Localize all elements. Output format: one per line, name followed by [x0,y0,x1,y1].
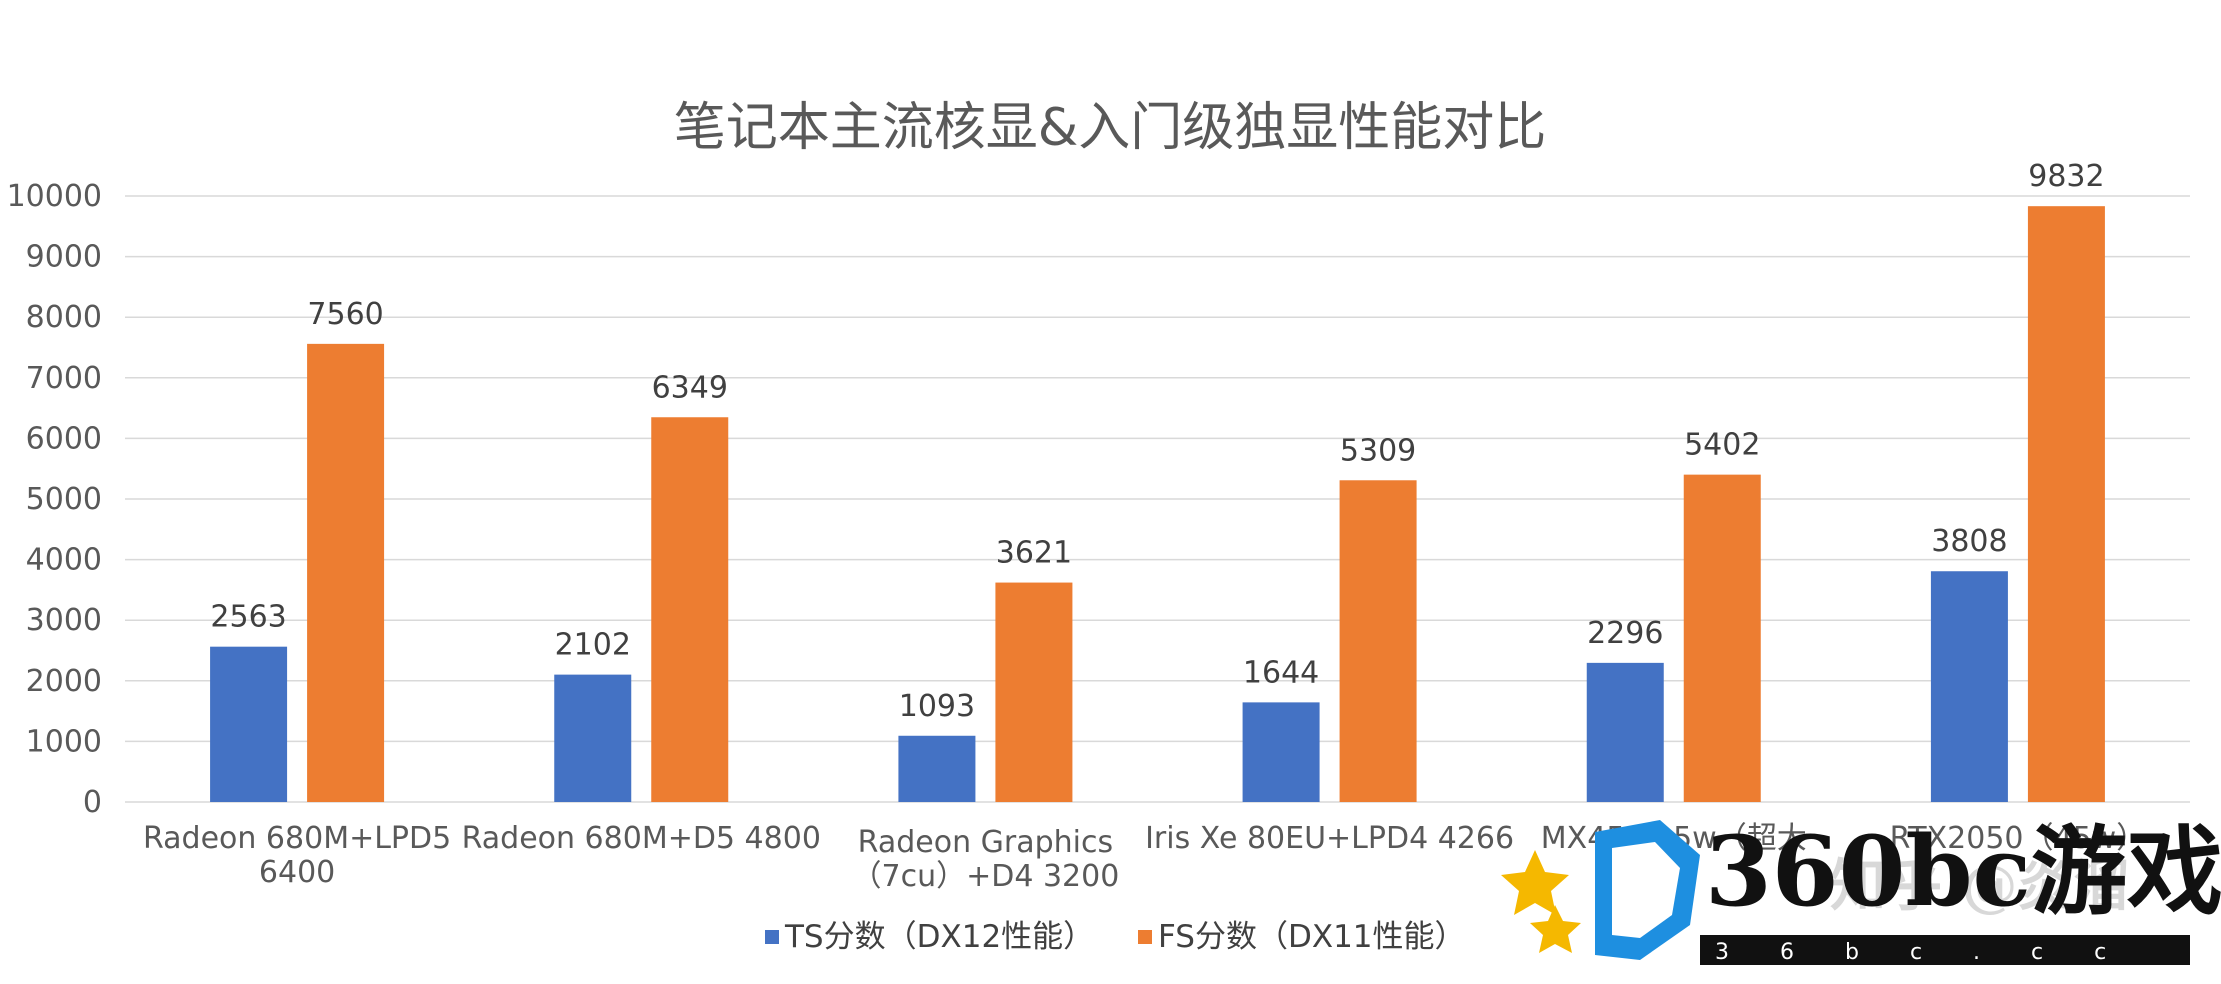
watermark-logo-text: 360bc游戏 [1705,815,2221,928]
y-tick-label: 5000 [26,482,102,517]
x-tick-label: （7cu）+D4 3200 [852,859,1120,894]
data-label: 1644 [1243,655,1319,690]
legend-swatch [1138,930,1152,944]
x-tick-label: Radeon Graphics [858,825,1113,860]
y-tick-label: 3000 [26,603,102,638]
watermark-logo-sub-bar [1700,935,2190,965]
bar-ts [554,674,632,802]
bar-fs [1339,480,1417,802]
bar-fs [651,417,729,802]
x-tick-label: RTX2050（45w） [1890,821,2147,856]
data-label: 5309 [1340,433,1416,468]
bar-fs [307,343,385,802]
bar-fs [2027,206,2105,803]
watermark-faint-text: 知乎 @炎溜 [1830,853,2130,919]
legend: TS分数（DX12性能） FS分数（DX11性能） [765,919,1466,955]
data-label: 3621 [996,536,1072,571]
x-tick-label: Iris Xe 80EU+LPD4 4266 [1145,821,1514,856]
chart-title: 笔记本主流核显&入门级独显性能对比 [674,98,1547,158]
y-tick-label: 9000 [26,240,102,275]
legend-label: FS分数（DX11性能） [1158,919,1466,955]
data-label: 5402 [1684,428,1760,463]
legend-swatch [765,930,779,944]
data-label: 1093 [899,689,975,724]
bar-ts [210,646,288,802]
data-label: 7560 [307,297,383,332]
data-label: 2563 [210,600,286,635]
y-tick-label: 7000 [26,361,102,396]
y-tick-label: 4000 [26,543,102,578]
bars [210,206,2105,803]
watermark-logo-icon [1501,820,1700,960]
data-label: 9832 [2028,159,2104,194]
y-tick-label: 8000 [26,300,102,335]
data-label: 6349 [652,370,728,405]
bar-ts [1242,702,1320,802]
y-tick-label: 2000 [26,664,102,699]
bar-ts [1930,571,2008,802]
x-tick-label: 6400 [259,855,335,890]
y-tick-label: 10000 [7,179,102,214]
data-label: 2296 [1587,616,1663,651]
y-tick-label: 6000 [26,421,102,456]
bar-ts [898,735,976,802]
gridlines [125,195,2190,803]
bar-fs [1683,474,1761,802]
y-tick-label: 0 [83,785,102,820]
y-axis-ticks: 0 1000 2000 3000 4000 5000 6000 7000 8000 9000 100… [7,179,102,820]
watermark-logo-sub: 3 6 b c . c c [1715,940,2128,965]
x-tick-label: Radeon 680M+LPD5 [143,821,451,856]
data-label: 3808 [1931,524,2007,559]
data-label: 2102 [555,628,631,663]
watermark: 知乎 @炎溜 360bc游戏 3 6 b c . c c [1501,815,2221,965]
x-tick-label: Radeon 680M+D5 4800 [462,821,821,856]
bar-ts [1586,662,1664,802]
bar-fs [995,582,1073,802]
y-tick-label: 1000 [26,724,102,759]
data-labels: 2563 7560 2102 6349 1093 3621 1644 5309 2296 5402… [210,159,2104,724]
legend-label: TS分数（DX12性能） [784,919,1094,955]
